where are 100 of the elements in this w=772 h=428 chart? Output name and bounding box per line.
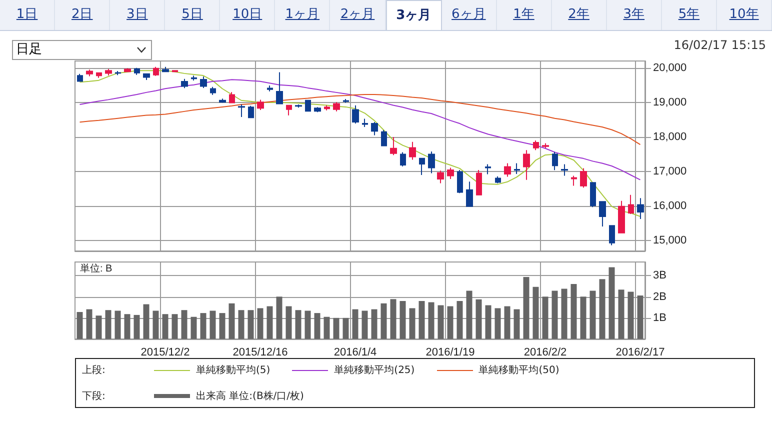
text: 2年: [552, 0, 607, 30]
candlestick: [314, 106, 321, 113]
bar: [580, 296, 586, 339]
candlestick: [305, 100, 311, 112]
bar: [333, 318, 340, 339]
candlestick: [115, 70, 121, 76]
candlestick: [324, 104, 330, 111]
candlestick: [124, 68, 131, 72]
candlestick: [390, 136, 397, 156]
bar: [599, 279, 606, 339]
x-tick-label: 2015/12/2: [140, 346, 190, 358]
bar: [390, 299, 396, 339]
y-tick-label: 3B: [653, 270, 666, 282]
candlestick: [134, 67, 140, 76]
y-tick-label: 18,000: [653, 131, 687, 143]
candlestick: [276, 72, 283, 104]
bar: [200, 313, 206, 339]
bar: [257, 308, 264, 339]
bar: [447, 306, 454, 339]
bar: [380, 303, 387, 339]
bar: [352, 309, 358, 339]
bar: [248, 310, 254, 339]
bar: [504, 306, 510, 339]
candlestick: [523, 150, 530, 180]
text: 2ヶ月: [330, 0, 386, 30]
candlestick: [457, 169, 463, 194]
candlestick: [181, 78, 188, 89]
candlestick: [172, 70, 178, 73]
bar: [324, 316, 330, 339]
bar: [428, 302, 434, 339]
y-tick-label: 2B: [653, 290, 666, 303]
bar: [105, 310, 112, 339]
y-tick-label: 20,000: [653, 62, 687, 74]
line-series: [79, 70, 641, 217]
bar: [608, 267, 615, 339]
candlestick: [580, 168, 587, 188]
bar: [532, 286, 539, 339]
candlestick: [552, 151, 558, 171]
text: 日足: [16, 42, 42, 57]
bar: [494, 308, 501, 339]
bar: [114, 310, 121, 339]
candlestick: [590, 182, 596, 208]
text: 3年: [606, 0, 662, 30]
bar: [552, 290, 558, 339]
bar: [466, 290, 472, 339]
candlestick: [466, 181, 473, 207]
bar: [418, 301, 425, 339]
legend-label: 出来高 単位:(B株/口/枚): [196, 390, 304, 403]
candlestick: [533, 140, 539, 151]
candlestick: [191, 75, 197, 82]
bar: [124, 314, 130, 339]
bar: [637, 296, 644, 339]
bar: [618, 290, 624, 339]
candlestick: [257, 99, 264, 111]
text: 3日: [110, 0, 166, 30]
text: 1ヶ月: [275, 0, 330, 30]
x-tick-label: 2016/2/17: [616, 346, 665, 358]
y-tick-label: 1B: [653, 312, 666, 324]
bar: [143, 304, 150, 339]
bar: [96, 316, 102, 339]
candlestick: [333, 102, 340, 112]
candlestick: [105, 68, 112, 76]
candlestick: [352, 104, 359, 124]
bar: [371, 309, 378, 339]
bar: [172, 314, 178, 339]
candlestick: [86, 69, 93, 77]
candlestick: [495, 176, 501, 184]
candlestick: [400, 152, 406, 167]
text: 2日: [55, 0, 110, 30]
bar: [476, 299, 482, 339]
bar: [628, 292, 634, 339]
bar: [304, 310, 311, 339]
text: 3ヶ月: [386, 0, 442, 30]
text: 1年: [496, 0, 552, 30]
bar: [514, 309, 520, 339]
candlestick: [447, 167, 454, 180]
candlestick: [77, 73, 83, 82]
bar: [590, 290, 596, 339]
bar: [76, 312, 83, 339]
x-tick-label: 2016/1/19: [426, 346, 475, 358]
bar: [190, 316, 197, 339]
legend-label: 単純移動平均(5): [196, 364, 270, 377]
legend-label: 単純移動平均(50): [478, 364, 560, 377]
candlestick: [371, 121, 378, 136]
bar: [219, 313, 226, 339]
candlestick: [504, 162, 511, 178]
bar: [570, 284, 577, 339]
candlestick: [561, 164, 568, 176]
candlestick: [618, 200, 625, 234]
bar: [86, 309, 92, 339]
y-tick-label: 19,000: [653, 96, 687, 108]
line-series: [79, 94, 641, 146]
candlestick: [571, 175, 577, 186]
candlestick: [153, 66, 159, 76]
candlestick: [143, 73, 150, 80]
bar: [523, 276, 530, 339]
bar: [210, 310, 216, 339]
text: 1日: [0, 0, 56, 30]
bar: [314, 313, 320, 339]
x-tick-label: 2015/12/16: [232, 346, 288, 358]
